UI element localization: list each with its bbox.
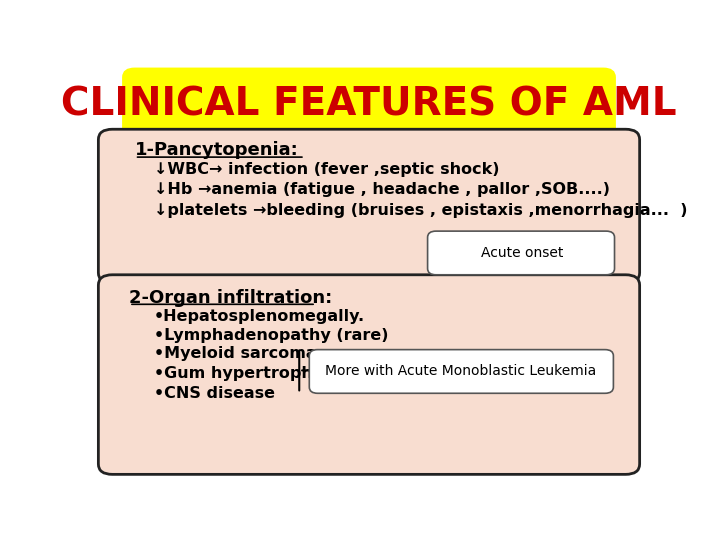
- Text: •Hepatosplenomegally.: •Hepatosplenomegally.: [154, 309, 365, 324]
- FancyBboxPatch shape: [99, 275, 639, 474]
- Text: •CNS disease: •CNS disease: [154, 386, 275, 401]
- Text: More with Acute Monoblastic Leukemia: More with Acute Monoblastic Leukemia: [325, 364, 597, 378]
- Text: ↓platelets →bleeding (bruises , epistaxis ,menorrhagia...  ): ↓platelets →bleeding (bruises , epistaxi…: [154, 203, 688, 218]
- Text: 1-Pancytopenia:: 1-Pancytopenia:: [135, 141, 298, 159]
- FancyBboxPatch shape: [124, 69, 615, 140]
- FancyBboxPatch shape: [428, 231, 615, 275]
- Text: •Gum hypertrophy: •Gum hypertrophy: [154, 366, 323, 381]
- Text: 2-Organ infiltration:: 2-Organ infiltration:: [129, 289, 333, 307]
- Text: ↓WBC→ infection (fever ,septic shock): ↓WBC→ infection (fever ,septic shock): [154, 162, 500, 177]
- Text: •Myeloid sarcoma: •Myeloid sarcoma: [154, 346, 317, 361]
- FancyBboxPatch shape: [99, 129, 639, 283]
- FancyBboxPatch shape: [310, 349, 613, 393]
- Text: ↓Hb →anemia (fatigue , headache , pallor ,SOB....): ↓Hb →anemia (fatigue , headache , pallor…: [154, 182, 610, 197]
- Text: CLINICAL FEATURES OF AML: CLINICAL FEATURES OF AML: [61, 85, 677, 123]
- Text: Acute onset: Acute onset: [481, 246, 564, 260]
- Text: •Lymphadenopathy (rare): •Lymphadenopathy (rare): [154, 328, 389, 342]
